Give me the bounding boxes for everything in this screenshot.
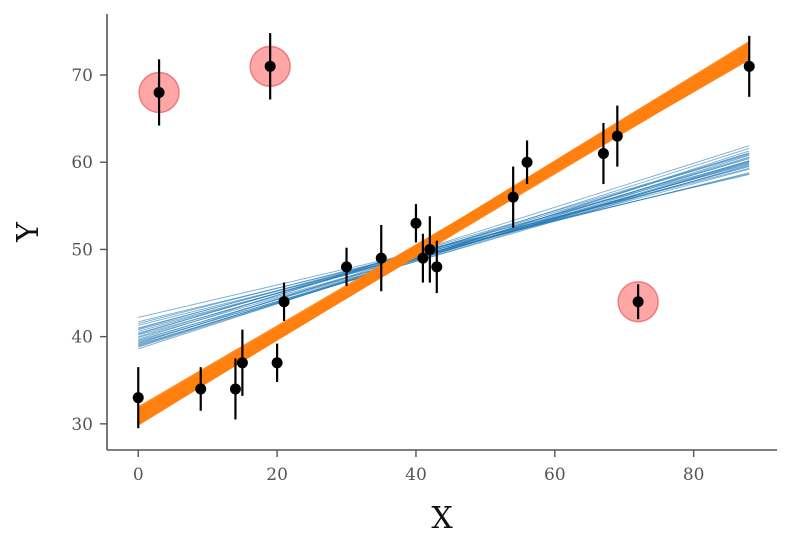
data-point (424, 244, 435, 255)
data-point (522, 157, 533, 168)
y-tick-label: 40 (71, 328, 93, 348)
x-tick-label: 40 (405, 465, 427, 485)
data-point (598, 148, 609, 159)
y-tick-label: 70 (71, 66, 93, 86)
data-point (633, 296, 644, 307)
data-point (612, 131, 623, 142)
data-point (154, 87, 165, 98)
x-axis-label: X (431, 501, 453, 536)
data-point (133, 392, 144, 403)
data-point (279, 296, 290, 307)
y-ticks: 30 40 50 60 70 (71, 66, 107, 435)
blue-fit-line (138, 157, 749, 341)
y-tick-label: 60 (71, 153, 93, 173)
data-point (265, 61, 276, 72)
data-point (230, 383, 241, 394)
data-point (417, 253, 428, 264)
x-tick-label: 80 (683, 465, 705, 485)
data-point (376, 253, 387, 264)
data-point (341, 261, 352, 272)
blue-fit-line (138, 146, 749, 340)
orange-fit-lines (138, 43, 749, 424)
data-point (272, 357, 283, 368)
blue-fit-line (138, 165, 749, 342)
data-point (431, 261, 442, 272)
data-point (410, 218, 421, 229)
data-point (195, 383, 206, 394)
y-tick-label: 50 (71, 240, 93, 260)
y-tick-label: 30 (71, 415, 93, 435)
outlier-markers (139, 46, 658, 321)
x-tick-label: 60 (544, 465, 566, 485)
x-tick-label: 20 (266, 465, 288, 485)
y-axis-label: Y (11, 221, 46, 243)
data-point (744, 61, 755, 72)
x-tick-label: 0 (133, 465, 144, 485)
blue-fit-lines (138, 146, 749, 349)
x-ticks: 0 20 40 60 80 (133, 450, 705, 485)
orange-fit-line (138, 58, 749, 411)
orange-fit-line (138, 43, 749, 418)
data-point (508, 192, 519, 203)
orange-fit-line (138, 53, 749, 423)
data-point (237, 357, 248, 368)
